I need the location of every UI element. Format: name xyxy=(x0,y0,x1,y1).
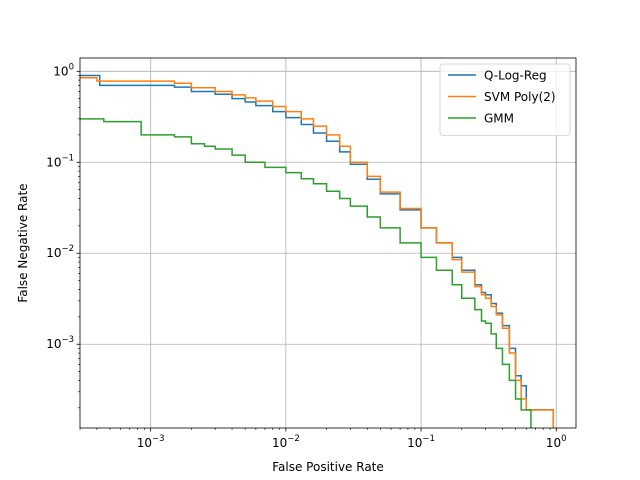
legend: Q-Log-Reg SVM Poly(2) GMM xyxy=(439,63,571,136)
legend-label: SVM Poly(2) xyxy=(484,90,556,104)
y-tick-label: 100 xyxy=(53,62,74,78)
x-tick-label: 10−3 xyxy=(137,434,165,450)
axis-ticks: 10−3 10−2 10−1 100 10−3 10−2 10−1 100 xyxy=(46,62,566,450)
series-lines xyxy=(80,74,554,428)
series-line-q-log-reg xyxy=(80,74,554,428)
series-line-svm-poly-2 xyxy=(80,76,554,428)
y-tick-label: 10−3 xyxy=(46,335,74,351)
x-tick-label: 10−2 xyxy=(272,434,300,450)
plot-frame xyxy=(79,57,577,429)
y-tick-label: 10−1 xyxy=(46,153,74,169)
x-axis-label: False Positive Rate xyxy=(272,460,384,474)
x-tick-label: 100 xyxy=(546,434,567,450)
y-tick-label: 10−2 xyxy=(46,244,74,260)
legend-label: GMM xyxy=(484,112,514,126)
x-tick-label: 10−1 xyxy=(407,434,435,450)
series-line-gmm xyxy=(80,118,532,428)
legend-label: Q-Log-Reg xyxy=(484,69,547,83)
y-axis-label: False Negative Rate xyxy=(16,183,30,302)
